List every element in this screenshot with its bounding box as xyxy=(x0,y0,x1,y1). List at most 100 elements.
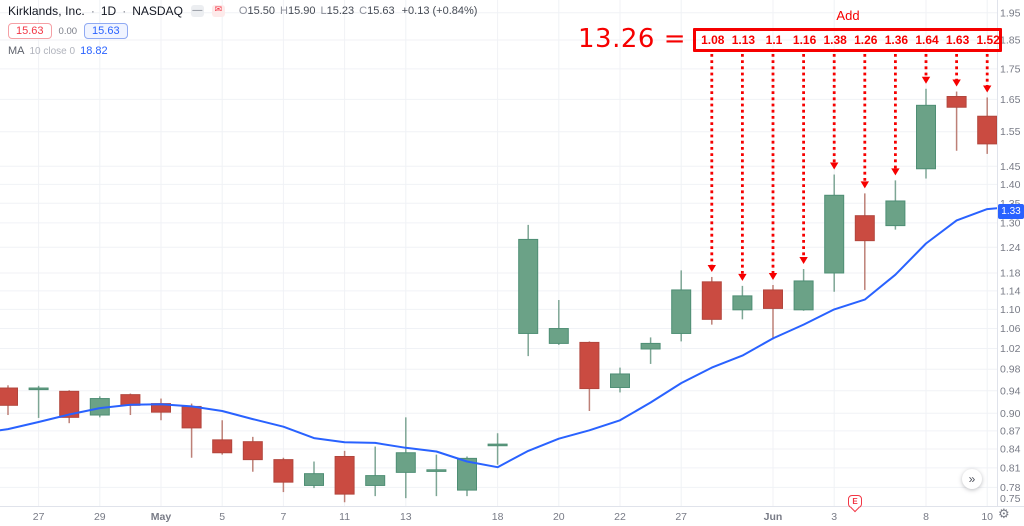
candlestick[interactable] xyxy=(181,403,202,458)
candlestick[interactable] xyxy=(854,193,875,290)
time-tick-label: 10 xyxy=(981,511,993,523)
plot-area[interactable] xyxy=(0,88,997,503)
price-tick-label: 0.98 xyxy=(1000,364,1021,376)
candlestick[interactable] xyxy=(89,396,110,418)
settings-gear-icon[interactable]: ⚙ xyxy=(998,507,1010,522)
candlestick[interactable] xyxy=(334,450,355,503)
candlestick[interactable] xyxy=(824,174,845,292)
time-tick-label: 13 xyxy=(400,511,412,523)
time-tick-label: 8 xyxy=(923,511,929,523)
open-label: O xyxy=(238,4,248,17)
arrowhead-icon xyxy=(768,272,778,280)
price-tick-label: 1.55 xyxy=(1000,126,1021,138)
time-tick-label: 22 xyxy=(614,511,626,523)
arrowhead-icon xyxy=(891,168,900,176)
price-tick-label: 0.87 xyxy=(1000,425,1021,437)
candlestick[interactable] xyxy=(793,269,814,311)
exchange-label: NASDAQ xyxy=(132,3,183,18)
price-tick-label: 0.94 xyxy=(1000,385,1021,397)
arrowhead-icon xyxy=(983,85,992,93)
close-label: C xyxy=(359,4,368,17)
ma-value-axis-label: 1.33 xyxy=(998,203,1024,219)
time-tick-label: 5 xyxy=(219,511,225,523)
spread-value: 0.00 xyxy=(56,24,80,38)
price-tick-label: 0.81 xyxy=(1000,462,1021,474)
ma-legend-row: MA 10 close 0 18.82 xyxy=(8,45,477,57)
timeframe-label[interactable]: 1D xyxy=(100,3,117,18)
candlestick[interactable] xyxy=(579,341,600,412)
price-tick-label: 1.40 xyxy=(1000,179,1021,191)
candlestick[interactable] xyxy=(885,180,906,230)
candlestick[interactable] xyxy=(763,284,783,340)
low-value: 15.23 xyxy=(326,4,355,17)
candlestick[interactable] xyxy=(946,91,967,151)
arrowhead-icon xyxy=(860,181,869,189)
price-tick-label: 1.85 xyxy=(1000,35,1021,47)
low-label: L xyxy=(320,4,327,17)
close-value: 15.63 xyxy=(367,4,395,17)
high-value: 15.90 xyxy=(287,4,316,17)
arrowhead-icon xyxy=(738,273,747,281)
time-axis[interactable] xyxy=(0,507,1024,526)
time-tick-label: 20 xyxy=(553,511,565,523)
candlestick[interactable] xyxy=(273,457,294,493)
candlestick[interactable] xyxy=(457,456,477,497)
time-axis-labels: 27 29 May 5 7 11 13 18 20 22 27 Jun 3 8 10 xyxy=(33,511,993,523)
time-tick-label: May xyxy=(151,511,172,523)
price-tick-label: 1.14 xyxy=(1000,285,1021,297)
candlestick[interactable] xyxy=(640,337,661,364)
candlestick[interactable] xyxy=(518,224,539,357)
candlestick[interactable] xyxy=(28,385,49,418)
candlestick[interactable] xyxy=(395,417,416,499)
ohlc-readout: O15.50 H15.90 L15.23 C15.63 +0.13 (+0.84… xyxy=(239,5,478,17)
trade-buttons-row: 15.63 0.00 15.63 xyxy=(8,22,477,40)
price-tick-label: 1.30 xyxy=(1000,217,1021,229)
chart-legend: Kirklands, Inc. · 1D · NASDAQ — ✉ O15.50… xyxy=(8,3,477,57)
price-tick-label: 1.24 xyxy=(1000,242,1021,254)
annotation-arrows xyxy=(707,54,992,281)
arrowhead-icon xyxy=(707,264,716,272)
price-tick-label: 1.45 xyxy=(1000,161,1021,173)
candlestick[interactable] xyxy=(977,97,997,154)
price-tick-label: 1.10 xyxy=(1000,304,1021,316)
candlestick[interactable] xyxy=(59,390,80,424)
price-tick-label: 0.90 xyxy=(1000,408,1021,420)
candlestick[interactable] xyxy=(916,88,936,179)
change-value: +0.13 (+0.84%) xyxy=(401,4,478,17)
ma-indicator-name[interactable]: MA xyxy=(8,45,25,57)
candlestick[interactable] xyxy=(732,285,753,320)
symbol-name[interactable]: Kirklands, Inc. xyxy=(8,3,85,18)
price-axis-labels: 1.951.851.751.651.551.451.401.351.301.24… xyxy=(1000,7,1021,505)
minus-badge-icon[interactable]: — xyxy=(190,4,204,17)
ma10-line[interactable] xyxy=(0,207,997,469)
notification-flag-icon[interactable]: ✉ xyxy=(211,4,225,17)
price-tick-label: 1.02 xyxy=(1000,343,1021,355)
candlestick[interactable] xyxy=(701,276,722,325)
price-tick-label: 0.84 xyxy=(1000,444,1021,456)
price-axis[interactable] xyxy=(997,0,1024,506)
gridlines xyxy=(0,0,997,506)
arrowhead-icon xyxy=(799,257,808,265)
scroll-to-realtime-button[interactable]: » xyxy=(962,469,982,489)
candlestick[interactable] xyxy=(426,454,447,497)
candlestick[interactable] xyxy=(304,461,324,489)
candlestick[interactable] xyxy=(548,300,569,345)
candlestick[interactable] xyxy=(610,367,630,393)
sell-button[interactable]: 15.63 xyxy=(8,23,52,39)
candlestick[interactable] xyxy=(151,398,171,421)
earnings-icon[interactable]: E xyxy=(848,495,862,508)
time-tick-label: 29 xyxy=(94,511,106,523)
open-value: 15.50 xyxy=(247,4,275,17)
candlestick[interactable] xyxy=(0,385,18,416)
price-tick-label: 1.95 xyxy=(1000,7,1021,19)
candlestick[interactable] xyxy=(365,446,386,497)
buy-button[interactable]: 15.63 xyxy=(84,23,128,39)
candlestick[interactable] xyxy=(212,420,233,455)
candlestick[interactable] xyxy=(487,433,508,465)
candlestick[interactable] xyxy=(242,436,263,472)
candlestick[interactable] xyxy=(671,270,692,342)
price-tick-label: 0.75 xyxy=(1000,493,1021,505)
earnings-letter: E xyxy=(852,497,858,506)
